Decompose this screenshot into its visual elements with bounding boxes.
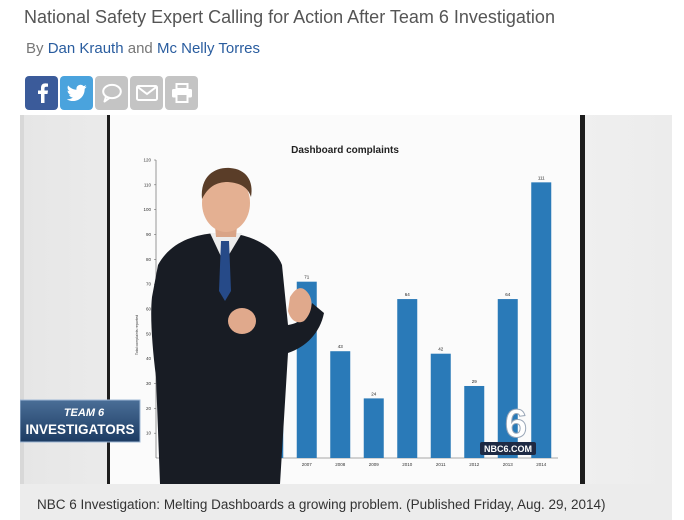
chart-bar-2010 <box>397 299 418 458</box>
bar-data-label-2014: 111 <box>538 175 545 180</box>
y-tick-label: 40 <box>146 356 152 361</box>
author-link-dan-krauth[interactable]: Dan Krauth <box>47 40 124 57</box>
dashboard-complaints-chart: Dashboard complaints Total complaints re… <box>135 145 558 467</box>
twitter-icon <box>66 84 87 101</box>
bar-data-label-2008: 43 <box>338 344 344 349</box>
x-tick-label-2014: 2014 <box>536 462 547 467</box>
anchor-hand-left <box>228 308 256 334</box>
byline-and: and <box>127 40 153 57</box>
byline: By Dan Krauth and Mc Nelly Torres <box>26 40 260 57</box>
bar-data-label-2009: 24 <box>371 391 377 396</box>
y-tick-label: 50 <box>146 331 152 336</box>
x-tick-label-2009: 2009 <box>369 462 380 467</box>
anchor-hair <box>201 167 252 199</box>
video-caption: NBC 6 Investigation: Melting Dashboards … <box>20 484 672 520</box>
email-icon <box>135 85 158 101</box>
banner-title: INVESTIGATORS <box>25 422 134 437</box>
chart-bar-2009 <box>363 398 384 458</box>
email-share-button[interactable] <box>130 76 163 110</box>
y-tick-label: 60 <box>146 307 152 312</box>
chart-y-axis-label: Total complaints reported <box>135 315 139 355</box>
bar-data-label-2012: 29 <box>472 379 478 384</box>
print-icon <box>171 83 192 103</box>
nbc6-station-logo: 6 NBC6.COM <box>480 402 536 455</box>
x-tick-label-2010: 2010 <box>402 462 413 467</box>
byline-prefix: By <box>26 40 44 57</box>
y-tick-label: 10 <box>146 431 152 436</box>
chart-bar-2011 <box>430 353 451 458</box>
bar-data-label-2010: 64 <box>405 292 411 297</box>
anchor-head <box>202 174 250 232</box>
chart-bar-2012 <box>464 385 485 458</box>
comment-icon <box>101 83 122 103</box>
x-tick-label-2011: 2011 <box>436 462 446 467</box>
station-number: 6 <box>505 402 527 446</box>
print-button[interactable] <box>165 76 198 110</box>
facebook-icon <box>37 83 48 103</box>
y-tick-label: 80 <box>146 257 152 262</box>
chart-bar-2013 <box>497 299 518 458</box>
x-tick-label-2013: 2013 <box>503 462 514 467</box>
y-tick-label: 110 <box>144 182 152 187</box>
share-bar <box>25 76 198 110</box>
bar-data-label-2007: 71 <box>304 275 310 280</box>
team6-investigators-banner: TEAM 6 INVESTIGATORS <box>20 399 141 443</box>
chart-bar-2008 <box>330 351 351 458</box>
chart-y-ticks: 10 20 30 40 50 60 70 80 90 100 110 120 <box>143 158 156 436</box>
bar-data-label-2013: 64 <box>505 292 511 297</box>
twitter-share-button[interactable] <box>60 76 93 110</box>
x-tick-label-2007: 2007 <box>302 462 313 467</box>
x-tick-label-2012: 2012 <box>469 462 480 467</box>
anchor-tie <box>219 241 231 301</box>
anchor-suit-jacket <box>151 233 324 484</box>
comment-button[interactable] <box>95 76 128 110</box>
chart-bar-2014 <box>531 182 552 458</box>
monitor-frame-right <box>580 115 585 484</box>
y-tick-label: 100 <box>143 207 151 212</box>
banner-brand: TEAM 6 <box>64 407 105 419</box>
chart-title: Dashboard complaints <box>291 145 399 156</box>
y-tick-label: 20 <box>146 406 152 411</box>
news-anchor <box>151 167 324 484</box>
monitor-frame-left <box>107 115 110 484</box>
y-tick-label: 30 <box>146 381 152 386</box>
author-link-mc-nelly-torres[interactable]: Mc Nelly Torres <box>156 40 261 57</box>
studio-edge-left <box>20 115 24 484</box>
y-tick-label: 90 <box>146 232 152 237</box>
facebook-share-button[interactable] <box>25 76 58 110</box>
anchor-hand-right <box>288 288 312 323</box>
x-tick-label-2008: 2008 <box>335 462 346 467</box>
article-headline: National Safety Expert Calling for Actio… <box>24 7 555 27</box>
station-label: NBC6.COM <box>484 444 532 454</box>
bar-data-label-2011: 42 <box>438 347 444 352</box>
y-tick-label: 70 <box>146 282 152 287</box>
video-player[interactable]: Dashboard complaints Total complaints re… <box>20 115 672 484</box>
y-tick-label: 120 <box>143 158 151 163</box>
